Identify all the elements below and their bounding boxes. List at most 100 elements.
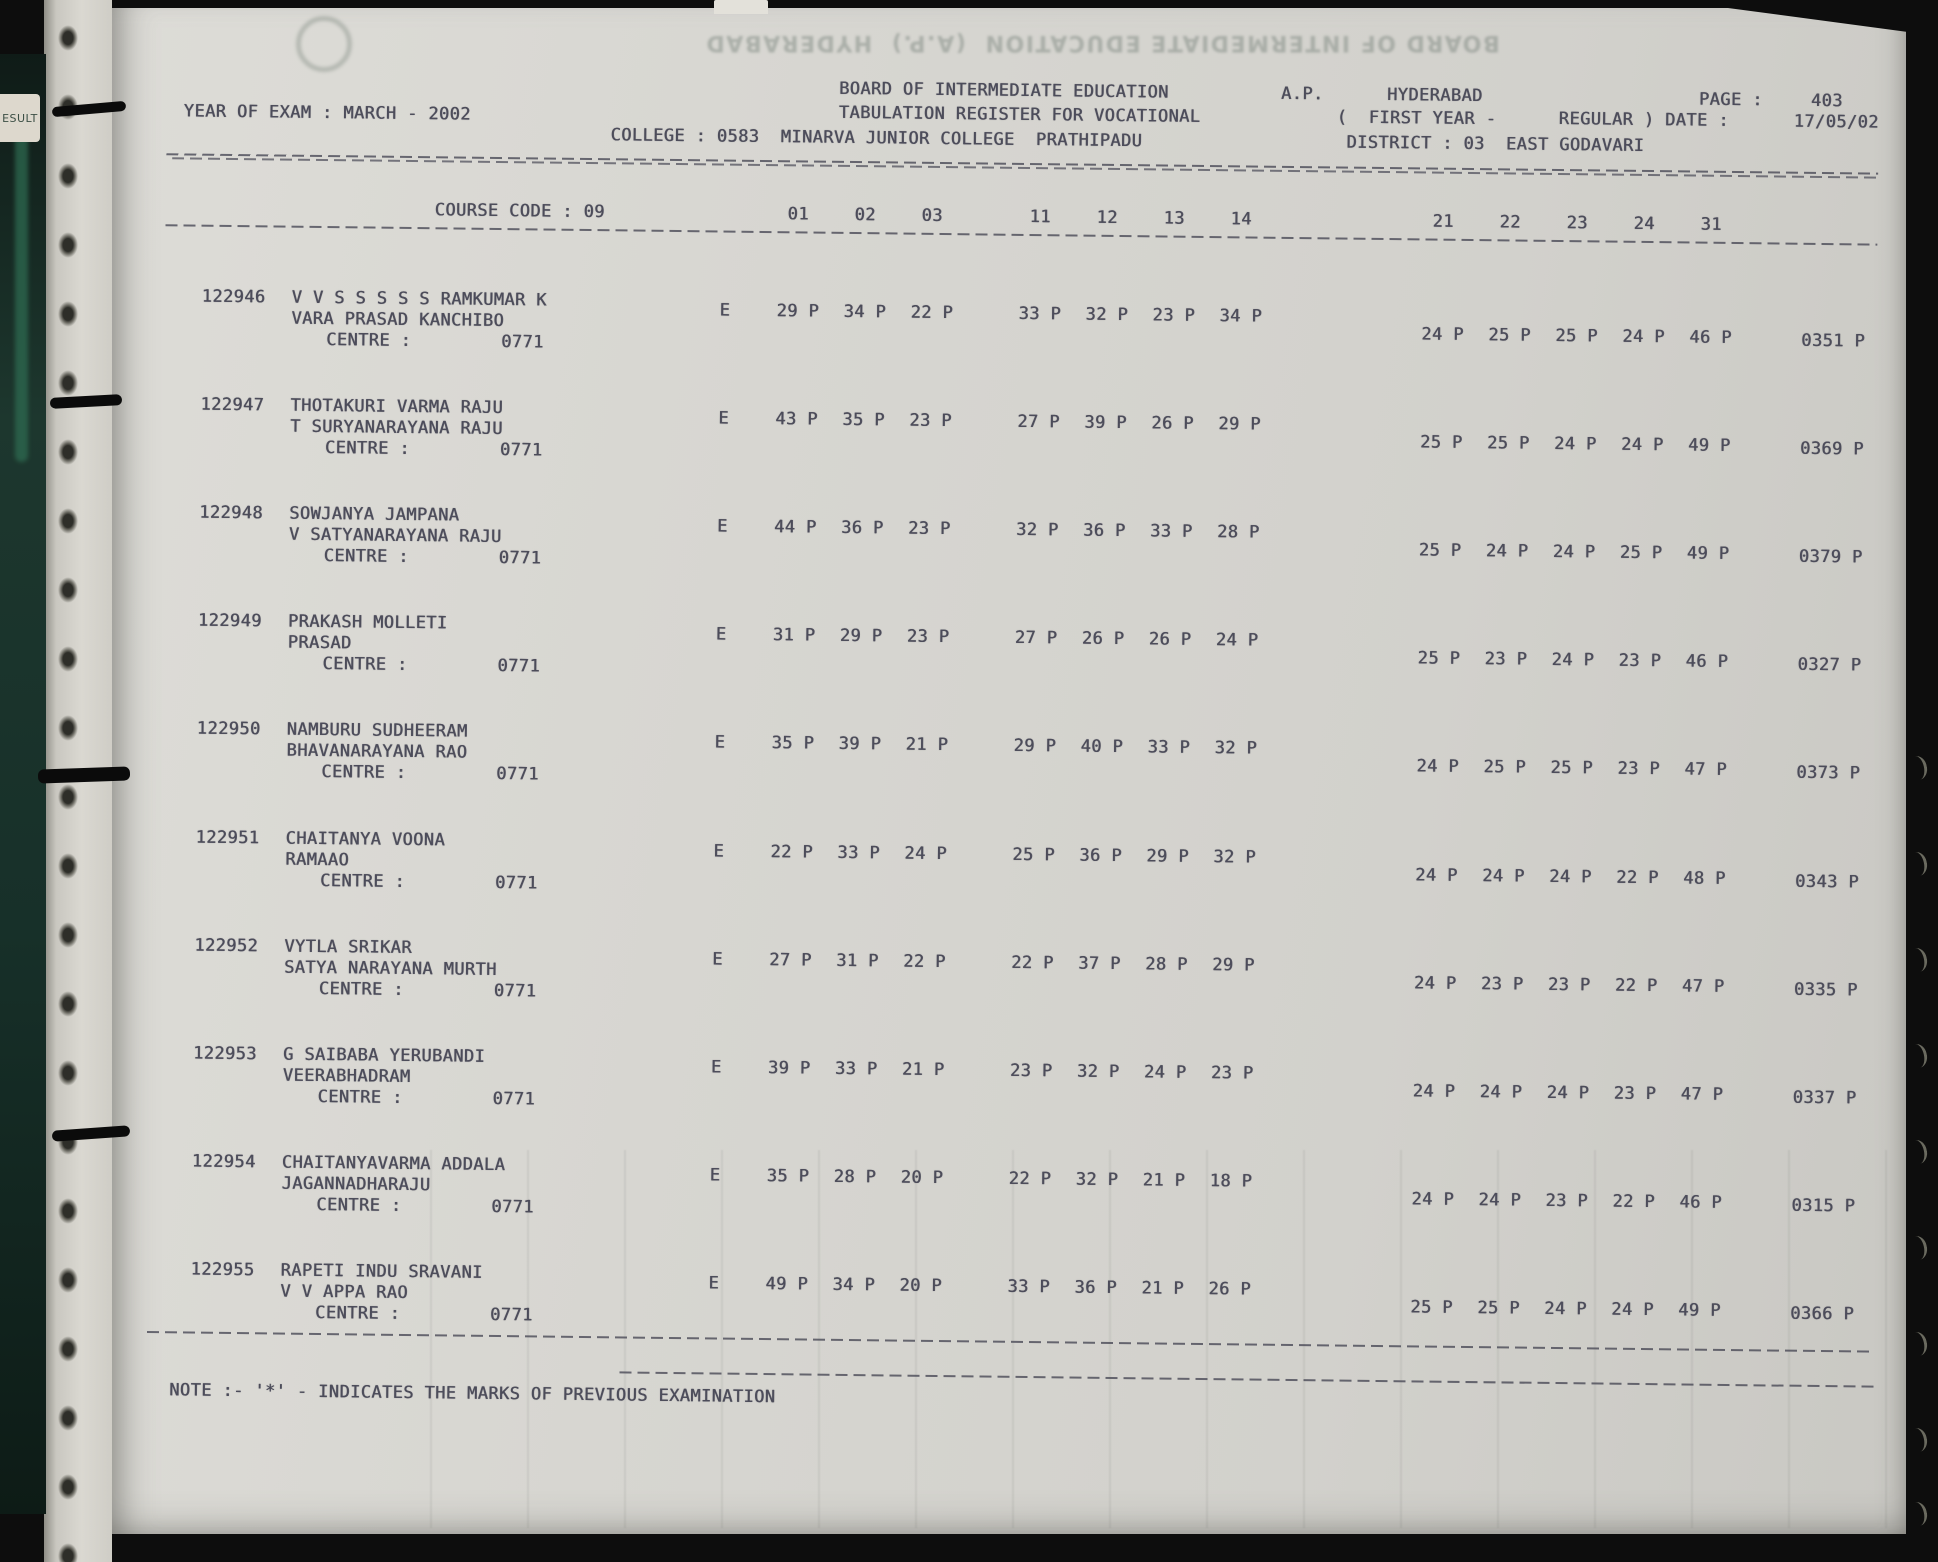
- mark-cell: 24 P: [1553, 434, 1597, 455]
- mark-cell: 44 P: [773, 517, 817, 538]
- mark-cell: 35 P: [842, 409, 885, 431]
- medium-code: E: [718, 408, 730, 429]
- mark-cell: 25 P: [1486, 433, 1530, 454]
- mark-cell: 24 P: [1421, 324, 1464, 345]
- page-number: 403: [1810, 90, 1843, 112]
- mark-cell: 49 P: [1678, 1300, 1721, 1321]
- mark-cell: 24 P: [1143, 1062, 1187, 1083]
- table-row: 122954 CHAITANYAVARMA ADDALA JAGANNADHAR…: [0, 1149, 1925, 1279]
- father-name: JAGANNADHARAJU: [281, 1173, 431, 1196]
- print-date: 17/05/02: [1793, 111, 1879, 133]
- centre-code: 0771: [494, 872, 538, 893]
- mark-cell: 47 P: [1684, 759, 1728, 781]
- mark-cell: 39 P: [767, 1057, 811, 1079]
- mark-cell: 22 P: [1008, 1168, 1052, 1190]
- column-header: 22: [1499, 212, 1521, 233]
- mark-cell: 21 P: [905, 735, 949, 756]
- book-cover-highlight: [15, 122, 28, 462]
- exam-year: YEAR OF EXAM : MARCH - 2002: [183, 101, 471, 125]
- reg-number: 122948: [199, 502, 264, 524]
- mark-cell: 34 P: [843, 301, 887, 323]
- table-row: 122955 RAPETI INDU SRAVANI V V APPA RAO …: [0, 1257, 1924, 1387]
- mark-cell: 32 P: [1075, 1169, 1119, 1190]
- mark-cell: 21 P: [901, 1059, 945, 1080]
- father-name: T SURYANARAYANA RAJU: [290, 416, 503, 440]
- mark-cell: 24 P: [1485, 541, 1529, 562]
- mark-cell: 24 P: [1549, 866, 1592, 887]
- page-corner-tab: [714, 0, 768, 14]
- mark-cell: 34 P: [1219, 306, 1263, 327]
- mark-cell: 46 P: [1679, 1192, 1723, 1213]
- mark-cell: 23 P: [1480, 973, 1524, 995]
- mark-cell: 24 P: [1415, 864, 1458, 886]
- total-marks: 0351 P: [1801, 330, 1866, 352]
- reg-number: 122951: [195, 827, 260, 848]
- course-code: COURSE CODE : 09: [434, 200, 605, 223]
- father-name: RAMAAO: [285, 849, 350, 870]
- mark-cell: 23 P: [909, 410, 952, 432]
- centre-code: 0771: [493, 980, 537, 1002]
- reg-number: 122953: [192, 1043, 257, 1064]
- regular-date-label: REGULAR ) DATE :: [1558, 108, 1730, 131]
- mark-cell: 23 P: [1484, 649, 1528, 670]
- centre-label: CENTRE :: [322, 654, 408, 676]
- register-title: TABULATION REGISTER FOR VOCATIONAL: [838, 102, 1201, 127]
- medium-code: E: [712, 949, 723, 970]
- mark-cell: 25 P: [1488, 325, 1531, 346]
- mark-cell: 49 P: [1687, 435, 1731, 457]
- mark-cell: 24 P: [904, 843, 948, 864]
- mark-cell: 23 P: [1618, 651, 1662, 672]
- mark-cell: 24 P: [1413, 972, 1457, 994]
- mark-cell: 31 P: [836, 950, 879, 971]
- column-header: 03: [921, 205, 943, 227]
- mark-cell: 39 P: [838, 734, 882, 755]
- total-marks: 0379 P: [1798, 546, 1863, 568]
- table-row: 122952 VYTLA SRIKAR SATYA NARAYANA MURTH…: [0, 933, 1927, 1063]
- mark-cell: 23 P: [906, 626, 950, 648]
- student-name: NAMBURU SUDHEERAM: [286, 719, 468, 743]
- board-city: HYDERABAD: [1386, 85, 1483, 107]
- ink-offset-ghost-logo: [296, 16, 352, 72]
- student-name: VYTLA SRIKAR: [284, 936, 413, 958]
- mark-cell: 23 P: [1547, 974, 1591, 995]
- centre-label: CENTRE :: [319, 870, 406, 892]
- student-name: SOWJANYA JAMPANA: [289, 503, 460, 526]
- page-label: PAGE :: [1698, 89, 1763, 111]
- mark-cell: 24 P: [1478, 1189, 1522, 1211]
- mark-cell: 28 P: [1145, 953, 1188, 975]
- column-header: 21: [1432, 211, 1454, 232]
- mark-cell: 36 P: [1082, 520, 1126, 542]
- mark-cell: 39 P: [1084, 412, 1127, 434]
- mark-cell: 23 P: [907, 518, 951, 540]
- medium-code: E: [713, 840, 725, 862]
- column-header: 02: [854, 205, 876, 226]
- mark-cell: 47 P: [1680, 1084, 1724, 1105]
- reg-number: 122949: [197, 610, 262, 632]
- mark-cell: 33 P: [1007, 1276, 1051, 1298]
- student-name: CHAITANYAVARMA ADDALA: [281, 1152, 506, 1175]
- centre-label: CENTRE :: [321, 762, 407, 784]
- result-index-tab: ESULT: [0, 94, 40, 142]
- mark-cell: 24 P: [1416, 756, 1460, 778]
- mark-cell: 32 P: [1214, 738, 1258, 759]
- mark-cell: 35 P: [766, 1165, 810, 1187]
- father-name: V V APPA RAO: [280, 1281, 409, 1303]
- medium-code: E: [719, 300, 731, 321]
- total-marks: 0343 P: [1794, 871, 1860, 892]
- centre-code: 0771: [496, 764, 539, 785]
- result-tab-label: ESULT: [2, 111, 38, 125]
- centre-code: 0771: [499, 440, 543, 461]
- mark-cell: 26 P: [1148, 629, 1192, 651]
- medium-code: E: [715, 624, 727, 645]
- mark-cell: 24 P: [1620, 434, 1664, 456]
- centre-code: 0771: [497, 656, 541, 677]
- table-row: 122953 G SAIBABA YERUBANDI VEERABHADRAM …: [0, 1041, 1926, 1171]
- mark-cell: 36 P: [840, 518, 884, 539]
- college-line: COLLEGE : 0583 MINARVA JUNIOR COLLEGE PR…: [610, 125, 1143, 152]
- student-rows: 122946 V V S S S S S RAMKUMAR K VARA PRA…: [0, 287, 1933, 1326]
- centre-label: CENTRE :: [326, 330, 412, 351]
- father-name: BHAVANARAYANA RAO: [286, 740, 468, 764]
- mark-cell: 49 P: [1686, 543, 1730, 565]
- total-marks: 0369 P: [1799, 438, 1864, 460]
